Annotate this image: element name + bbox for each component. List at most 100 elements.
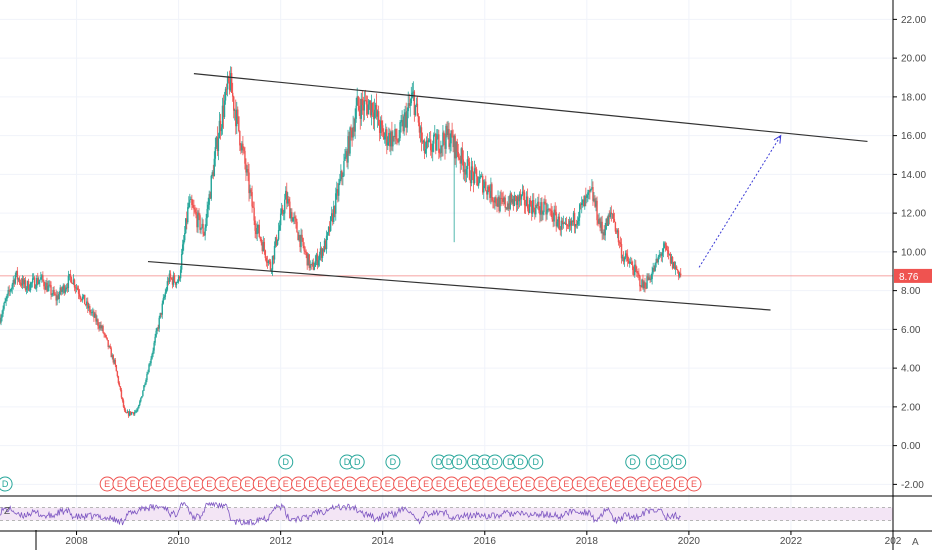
candle-body	[592, 187, 594, 201]
earnings-marker[interactable]: E	[558, 476, 574, 492]
dividend-marker[interactable]: D	[487, 454, 503, 470]
earnings-marker[interactable]: E	[176, 476, 192, 492]
earnings-marker[interactable]: E	[673, 476, 689, 492]
event-markers[interactable]: DD D D D D D D D D D D D D D D D DE E E E E E E E E E E E E E E E E E E E E E…	[0, 454, 702, 492]
earnings-marker[interactable]: E	[482, 476, 498, 492]
earnings-marker[interactable]: E	[342, 476, 358, 492]
earnings-marker[interactable]: E	[418, 476, 434, 492]
earnings-marker[interactable]: E	[635, 476, 651, 492]
earnings-marker[interactable]: E	[380, 476, 396, 492]
earnings-marker-label: E	[347, 479, 353, 489]
trend-line-upper[interactable]	[193, 73, 868, 143]
earnings-marker[interactable]: E	[265, 476, 281, 492]
earnings-marker[interactable]: E	[405, 476, 421, 492]
candle-body	[194, 209, 196, 212]
x-tick-label: 2008	[65, 536, 88, 547]
earnings-marker[interactable]: E	[431, 476, 447, 492]
candle-body	[93, 311, 95, 318]
corner-label-right[interactable]: A	[912, 537, 919, 548]
candle-body	[388, 132, 390, 143]
earnings-marker[interactable]: E	[660, 476, 676, 492]
earnings-marker[interactable]: E	[469, 476, 485, 492]
earnings-marker[interactable]: E	[533, 476, 549, 492]
earnings-marker[interactable]: E	[367, 476, 383, 492]
earnings-marker[interactable]: E	[609, 476, 625, 492]
earnings-marker[interactable]: E	[507, 476, 523, 492]
earnings-marker[interactable]: E	[291, 476, 307, 492]
earnings-marker[interactable]: E	[584, 476, 600, 492]
candle-body	[350, 127, 352, 131]
dividend-marker[interactable]: D	[625, 454, 641, 470]
earnings-marker[interactable]: E	[227, 476, 243, 492]
earnings-marker[interactable]: E	[252, 476, 268, 492]
candle-body	[402, 119, 404, 132]
candle-body	[311, 262, 313, 265]
earnings-marker[interactable]: E	[163, 476, 179, 492]
dividend-marker[interactable]: D	[671, 454, 687, 470]
candle-body	[527, 208, 530, 214]
earnings-marker[interactable]: E	[201, 476, 217, 492]
dividend-marker[interactable]: D	[528, 454, 544, 470]
candle-body	[169, 273, 172, 279]
candle-body	[427, 139, 430, 143]
earnings-marker-label: E	[372, 479, 378, 489]
candle-body	[531, 204, 533, 214]
earnings-marker[interactable]: E	[648, 476, 664, 492]
earnings-marker[interactable]: E	[137, 476, 153, 492]
dividend-marker[interactable]: D	[349, 454, 365, 470]
dividend-marker[interactable]: D	[278, 454, 294, 470]
earnings-marker[interactable]: E	[125, 476, 141, 492]
candle-body	[507, 203, 509, 210]
earnings-marker[interactable]: E	[686, 476, 702, 492]
earnings-marker[interactable]: E	[495, 476, 511, 492]
candle-body	[102, 326, 104, 333]
trend-line-lower[interactable]	[147, 260, 771, 311]
candle-body	[499, 197, 501, 212]
candle-body	[214, 147, 217, 159]
earnings-marker-label: E	[614, 479, 620, 489]
trend-lines[interactable]	[147, 73, 868, 311]
earnings-marker[interactable]: E	[393, 476, 409, 492]
earnings-marker[interactable]: E	[278, 476, 294, 492]
candle-body	[150, 358, 152, 364]
dividend-marker[interactable]: D	[451, 454, 467, 470]
dividend-marker[interactable]: D	[645, 454, 661, 470]
earnings-marker[interactable]: E	[112, 476, 128, 492]
earnings-marker[interactable]: E	[329, 476, 345, 492]
earnings-marker[interactable]: E	[303, 476, 319, 492]
earnings-marker[interactable]: E	[622, 476, 638, 492]
candle-body	[525, 196, 528, 206]
earnings-marker[interactable]: E	[316, 476, 332, 492]
candle-body	[103, 332, 105, 335]
earnings-marker-label: E	[461, 479, 467, 489]
earnings-marker[interactable]: E	[99, 476, 115, 492]
dividend-marker[interactable]: D	[0, 476, 13, 492]
earnings-marker[interactable]: E	[520, 476, 536, 492]
earnings-marker[interactable]: E	[571, 476, 587, 492]
candle-body	[322, 248, 325, 252]
earnings-marker[interactable]: E	[546, 476, 562, 492]
earnings-marker[interactable]: E	[354, 476, 370, 492]
dividend-marker[interactable]: D	[658, 454, 674, 470]
earnings-marker[interactable]: E	[444, 476, 460, 492]
earnings-marker[interactable]: E	[188, 476, 204, 492]
earnings-marker[interactable]: E	[214, 476, 230, 492]
candle-body	[36, 278, 38, 288]
dividend-marker-label: D	[675, 457, 682, 467]
candle-body	[437, 134, 439, 139]
dividend-marker[interactable]: D	[477, 454, 493, 470]
projection-arrow[interactable]	[698, 135, 782, 268]
earnings-marker[interactable]: E	[597, 476, 613, 492]
candle-body	[113, 359, 116, 363]
candle-body	[539, 210, 541, 215]
dividend-marker[interactable]: D	[512, 454, 528, 470]
dividend-marker[interactable]: D	[385, 454, 401, 470]
earnings-marker[interactable]: E	[239, 476, 255, 492]
candle-body	[85, 304, 87, 306]
earnings-marker[interactable]: E	[150, 476, 166, 492]
candle-body	[275, 237, 278, 245]
candle-body	[159, 312, 161, 318]
earnings-marker[interactable]: E	[456, 476, 472, 492]
candle-body	[419, 127, 422, 133]
